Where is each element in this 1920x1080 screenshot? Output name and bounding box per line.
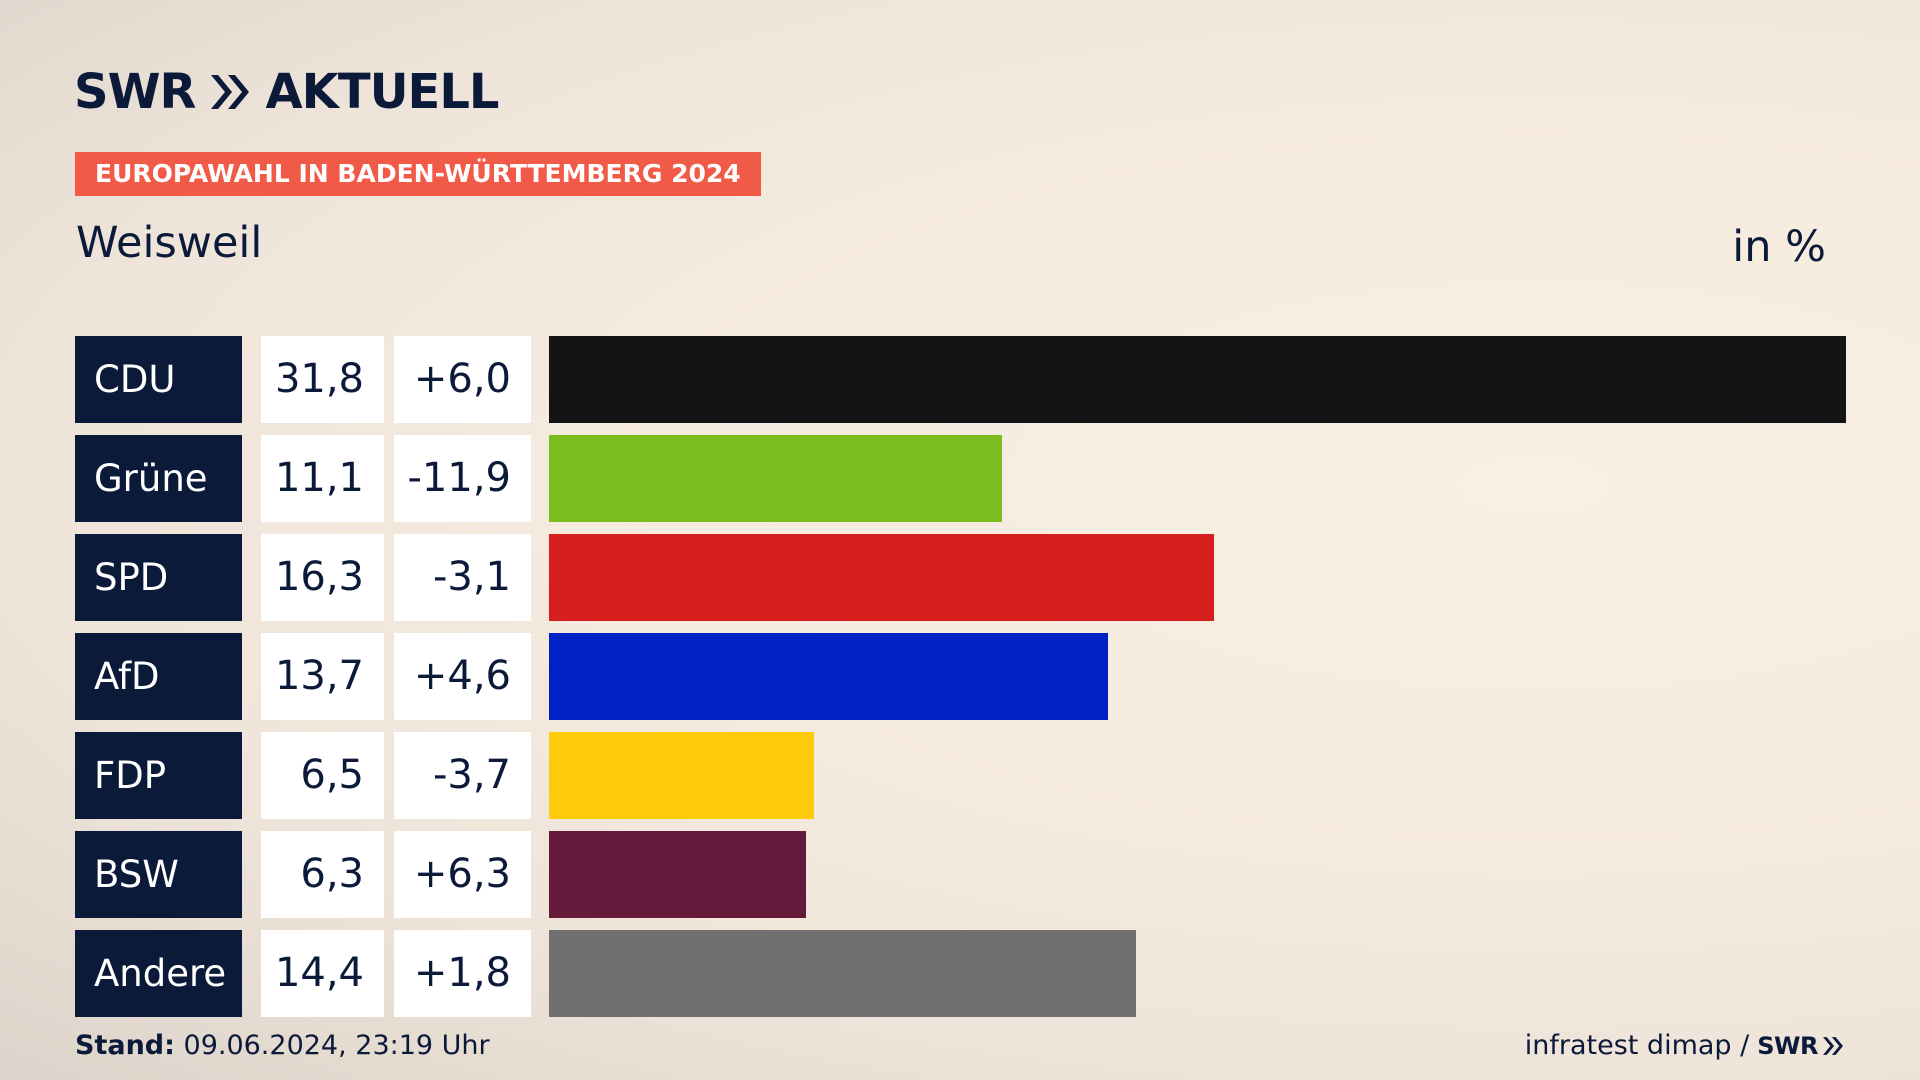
page-title: Weisweil — [76, 218, 263, 268]
double-chevron-icon — [211, 75, 250, 109]
value-label: 6,3 — [261, 831, 384, 918]
party-label: AfD — [75, 633, 242, 720]
small-logo-text: SWR — [1757, 1031, 1818, 1060]
result-bar — [549, 633, 1108, 720]
party-label: Grüne — [75, 435, 242, 522]
result-bar — [549, 435, 1002, 522]
result-bar — [549, 336, 1846, 423]
diff-label: -3,7 — [394, 732, 531, 819]
small-double-chevron-icon — [1823, 1036, 1843, 1055]
result-bar — [549, 930, 1136, 1017]
value-label: 14,4 — [261, 930, 384, 1017]
result-bar — [549, 732, 814, 819]
value-label: 11,1 — [261, 435, 384, 522]
diff-label: +4,6 — [394, 633, 531, 720]
timestamp: Stand: 09.06.2024, 23:19 Uhr — [75, 1030, 490, 1061]
source-credit: infratest dimap / SWR — [1525, 1030, 1844, 1061]
party-label: FDP — [75, 732, 242, 819]
result-bar — [549, 831, 806, 918]
swr-aktuell-logo: SWR AKTUELL — [74, 64, 500, 120]
diff-label: +1,8 — [394, 930, 531, 1017]
election-badge: EUROPAWAHL IN BADEN-WÜRTTEMBERG 2024 — [75, 152, 761, 196]
value-label: 31,8 — [261, 336, 384, 423]
logo-aktuell-text: AKTUELL — [265, 64, 499, 120]
diff-label: -3,1 — [394, 534, 531, 621]
source-text: infratest dimap / — [1524, 1030, 1750, 1061]
party-label: Andere — [75, 930, 242, 1017]
result-bar — [549, 534, 1214, 621]
diff-label: +6,3 — [394, 831, 531, 918]
value-label: 13,7 — [261, 633, 384, 720]
swr-small-logo: SWR — [1757, 1032, 1844, 1060]
stand-label: Stand: — [75, 1030, 175, 1061]
stand-value: 09.06.2024, 23:19 Uhr — [183, 1030, 490, 1061]
party-label: BSW — [75, 831, 242, 918]
diff-label: -11,9 — [394, 435, 531, 522]
value-label: 16,3 — [261, 534, 384, 621]
party-label: CDU — [75, 336, 242, 423]
logo-swr-text: SWR — [74, 64, 196, 120]
value-label: 6,5 — [261, 732, 384, 819]
diff-label: +6,0 — [394, 336, 531, 423]
party-label: SPD — [75, 534, 242, 621]
unit-label: in % — [1732, 222, 1826, 272]
